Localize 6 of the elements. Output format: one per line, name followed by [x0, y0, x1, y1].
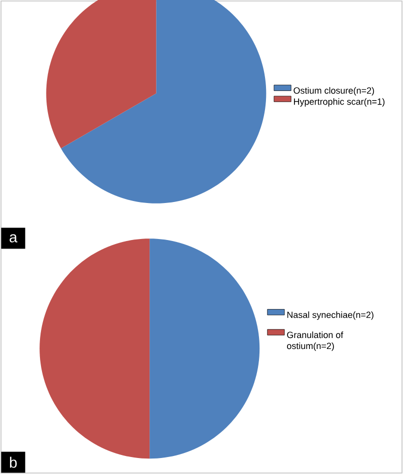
text: a [10, 234, 18, 242]
legend-label: Hypertrophic scar(n=1) [294, 98, 384, 107]
legend-label: Ostium closure(n=2) [294, 87, 374, 96]
legend-label: Nasal synechiae(n=2) [287, 311, 374, 320]
text: b [10, 456, 17, 468]
legend-label: Granulation of ostium(n=2) [287, 331, 344, 351]
